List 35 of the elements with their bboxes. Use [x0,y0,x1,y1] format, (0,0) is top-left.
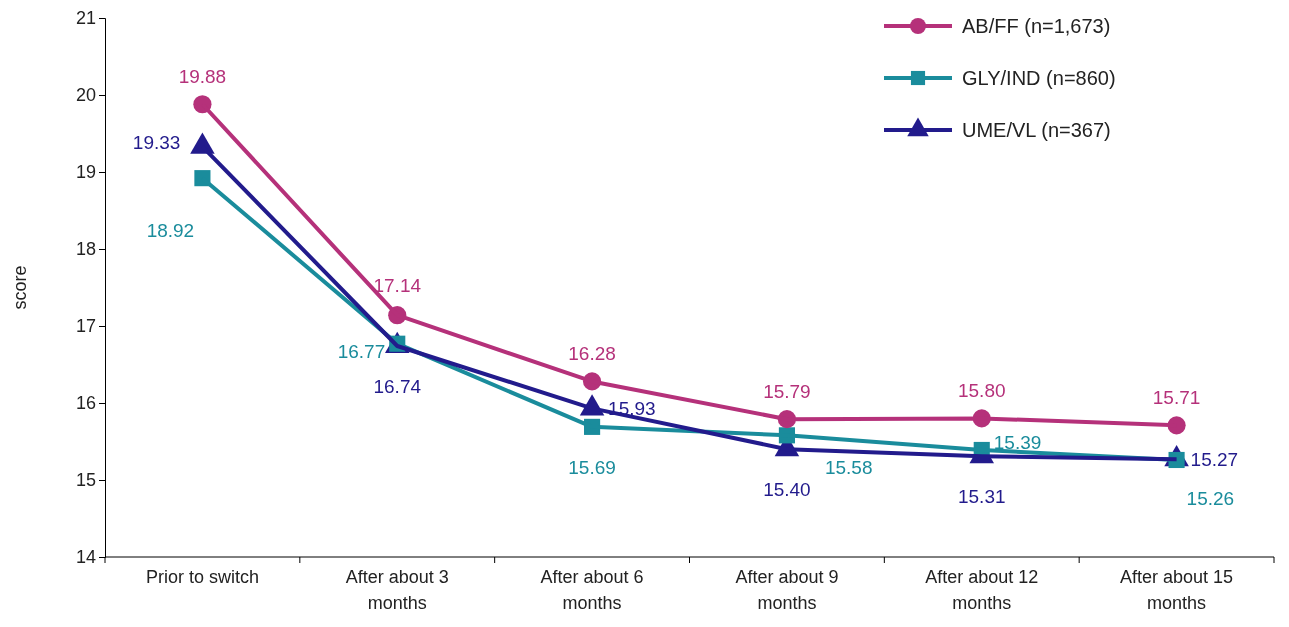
x-tick-label: After about 3 months [345,567,449,613]
data-label: 15.58 [824,456,873,478]
legend-label: GLY/IND (n=860) [962,67,1116,89]
data-label: 15.27 [1190,448,1239,470]
data-label: 15.80 [957,380,1006,402]
data-label: 15.69 [568,456,616,478]
x-tick-label: After about 12 months [925,567,1039,613]
y-tick-label: 16 [75,393,96,414]
x-tick-label: After about 6 months [540,567,644,613]
data-label: 19.33 [132,132,181,154]
y-tick-label: 17 [75,316,96,337]
y-tick-label: 21 [75,8,96,29]
x-tick-label: After about 15 months [1120,567,1234,613]
x-tick-label: Prior to switch [145,567,259,587]
legend-label: AB/FF (n=1,673) [962,15,1111,37]
data-label: 16.28 [568,343,616,365]
legend-label: UME/VL (n=367) [962,119,1111,141]
data-label: 17.14 [373,274,422,296]
data-label: 15.40 [763,478,811,500]
data-label: 19.88 [178,65,227,87]
y-tick-label: 15 [75,470,96,491]
x-tick-label: After about 9 months [735,567,839,613]
data-label: 15.79 [763,380,811,402]
data-label: 15.39 [993,431,1042,453]
y-tick-label: 20 [75,85,96,106]
y-tick-label: 14 [75,547,96,568]
data-label: 15.71 [1152,386,1201,408]
data-label: 15.26 [1186,487,1235,509]
y-axis-title: score [10,265,30,310]
y-tick-label: 19 [75,162,96,183]
y-tick-label: 18 [75,239,96,260]
data-label: 16.77 [337,341,386,363]
data-label: 15.31 [957,485,1006,507]
data-label: 16.74 [373,375,422,397]
data-label: 18.92 [146,219,195,241]
